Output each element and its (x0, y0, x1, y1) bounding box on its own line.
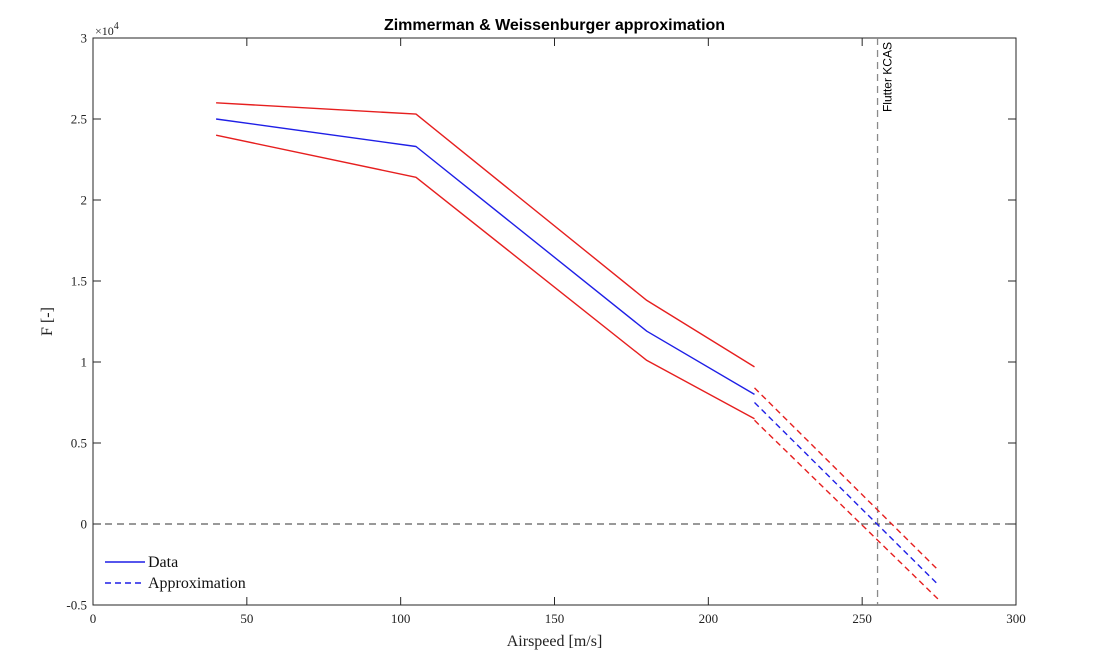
series-layer (215, 102, 940, 601)
y-tick-label: 0 (81, 517, 88, 532)
labels-layer: Zimmerman & Weissenburger approximation A… (39, 17, 725, 650)
series-approximation-lower (754, 419, 940, 601)
y-tick-label: -0.5 (66, 598, 87, 613)
legend: Data Approximation (105, 554, 246, 592)
series-approximation-upper (754, 387, 940, 572)
x-tick-label: 200 (699, 611, 719, 626)
series-data (216, 118, 755, 396)
y-tick-label: 0.5 (71, 436, 87, 451)
legend-label-approximation: Approximation (148, 575, 246, 592)
ticks-layer: 0 50 100 150 200 250 300-0.500.511.522.53 ×104 (66, 21, 1025, 626)
series-approximation (754, 402, 940, 587)
y-tick-label: 3 (81, 31, 88, 46)
x-tick-label: 150 (545, 611, 565, 626)
flutter-kcas-label: Flutter KCAS (881, 42, 895, 112)
x-tick-label: 100 (391, 611, 411, 626)
y-exponent-label: ×104 (95, 21, 119, 38)
y-tick-label: 2.5 (71, 112, 87, 127)
chart-title: Zimmerman & Weissenburger approximation (384, 17, 725, 34)
legend-label-data: Data (148, 554, 178, 571)
y-tick-label: 1 (81, 355, 88, 370)
y-axis-label: F [-] (39, 307, 56, 336)
y-tick-label: 1.5 (71, 274, 87, 289)
series-upper-bound (216, 102, 755, 368)
plot-area (92, 37, 1017, 606)
plot-frame (92, 37, 1017, 606)
x-tick-label: 250 (852, 611, 872, 626)
x-tick-label: 300 (1006, 611, 1026, 626)
x-tick-label: 0 (90, 611, 97, 626)
series-lower-bound (215, 134, 755, 420)
y-tick-label: 2 (81, 193, 88, 208)
x-axis-label: Airspeed [m/s] (507, 633, 603, 650)
x-tick-label: 50 (240, 611, 253, 626)
